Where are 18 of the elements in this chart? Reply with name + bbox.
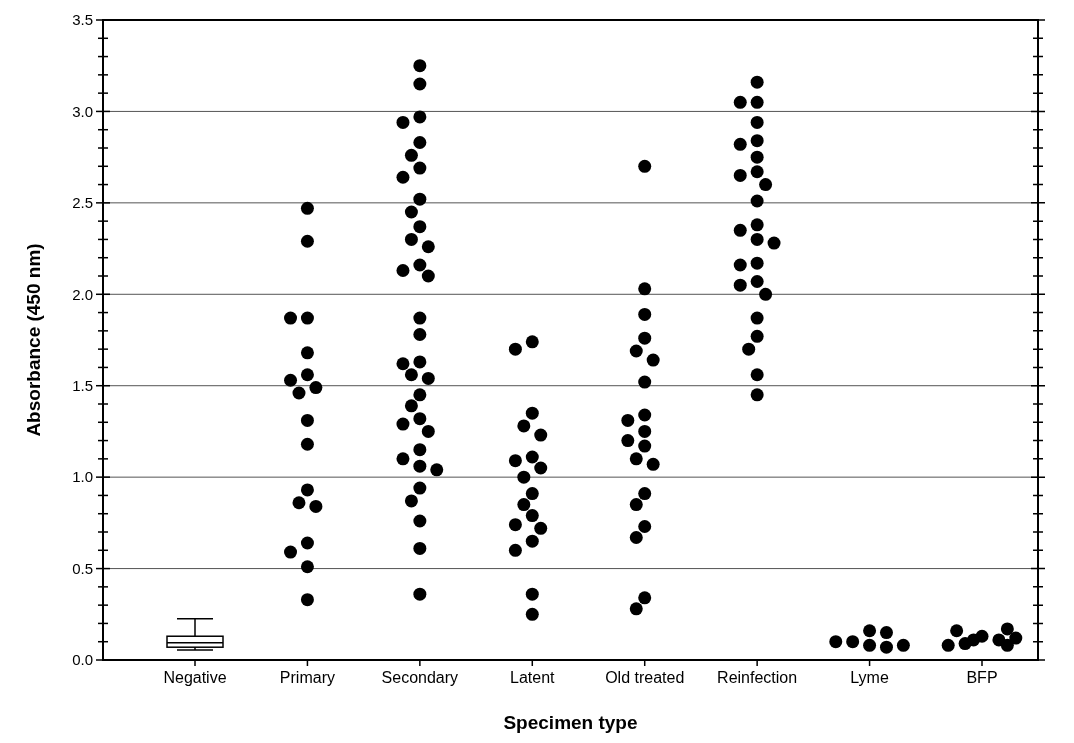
y-tick-label: 1.5	[72, 376, 93, 394]
x-tick-label: BFP	[966, 669, 998, 686]
y-tick-label: 1.0	[72, 468, 93, 486]
x-tick-label: Reinfection	[717, 669, 798, 686]
y-tick-label: 0.5	[72, 559, 93, 577]
x-tick-label: Lyme	[850, 669, 889, 686]
y-tick-label: 0.0	[72, 651, 93, 669]
x-tick-label: Primary	[279, 669, 335, 686]
y-tick-label: 3.5	[72, 11, 93, 29]
x-axis-title: Specimen type	[503, 712, 638, 733]
y-tick-label: 2.0	[72, 285, 93, 303]
x-tick-label: Secondary	[381, 669, 459, 686]
x-tick-label: Negative	[163, 669, 227, 686]
y-axis-title: Absorbance (450 nm)	[23, 243, 44, 437]
x-tick-label: Old treated	[605, 669, 685, 686]
x-tick-label: Latent	[510, 669, 556, 686]
y-tick-label: 3.0	[72, 102, 93, 120]
y-tick-label: 2.5	[72, 194, 93, 212]
